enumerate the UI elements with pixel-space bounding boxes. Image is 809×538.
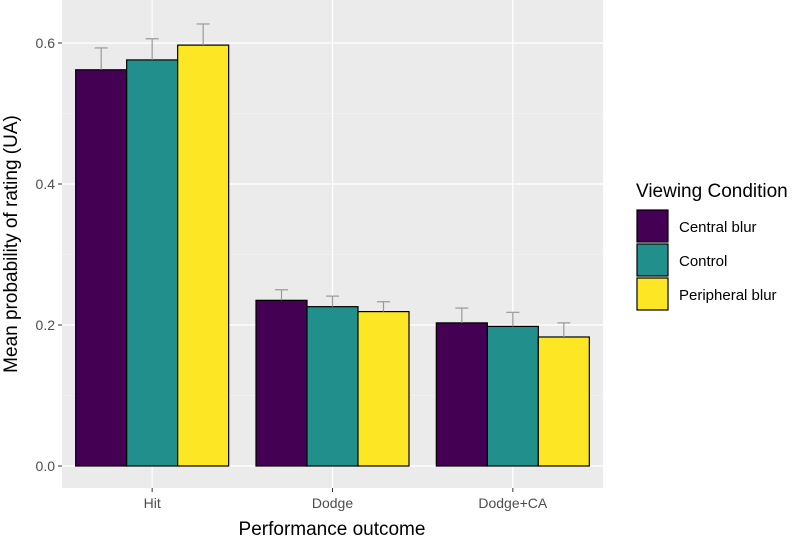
y-tick-label: 0.4 bbox=[36, 176, 56, 192]
legend-title: Viewing Condition bbox=[636, 181, 788, 202]
legend-label: Peripheral blur bbox=[679, 287, 777, 304]
x-tick-label: Dodge bbox=[312, 495, 353, 511]
legend-swatch bbox=[636, 277, 669, 311]
legend: Viewing Condition Central blur Control Per… bbox=[636, 181, 788, 311]
y-tick-label: 0.6 bbox=[36, 35, 56, 51]
axes: 0.0 0.2 0.4 0.6 Hit Dodge Dodge+CA bbox=[36, 35, 548, 511]
bar bbox=[435, 322, 488, 467]
bar bbox=[537, 336, 590, 467]
error-bars bbox=[94, 23, 571, 337]
bar bbox=[177, 44, 230, 467]
x-tick-label: Dodge+CA bbox=[478, 495, 548, 511]
y-tick-label: 0.0 bbox=[36, 458, 56, 474]
legend-swatch bbox=[636, 243, 669, 277]
y-axis-title: Mean probability of rating (UA) bbox=[1, 115, 22, 373]
bar bbox=[75, 69, 128, 467]
x-tick-label: Hit bbox=[144, 495, 161, 511]
bar bbox=[357, 311, 410, 467]
bar bbox=[255, 299, 308, 467]
legend-label: Control bbox=[679, 253, 727, 270]
bars bbox=[75, 44, 590, 467]
y-tick-label: 0.2 bbox=[36, 317, 56, 333]
legend-items: Central blur Control Peripheral blur bbox=[636, 209, 777, 311]
x-axis-title: Performance outcome bbox=[239, 519, 426, 538]
legend-label: Central blur bbox=[679, 219, 757, 236]
legend-swatch bbox=[636, 209, 669, 243]
bar bbox=[486, 325, 539, 467]
bar bbox=[126, 59, 179, 467]
bar bbox=[306, 306, 359, 467]
